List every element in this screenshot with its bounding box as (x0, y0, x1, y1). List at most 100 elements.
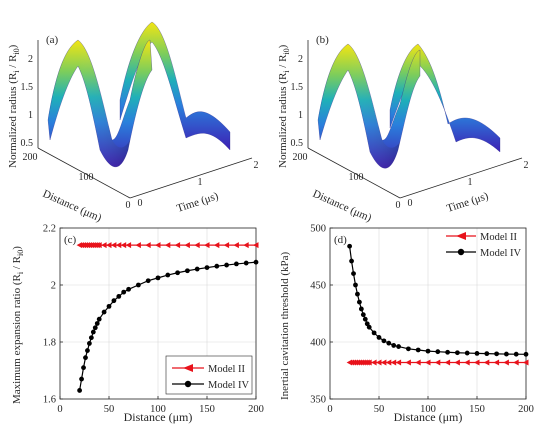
panel-c-point-model-ii (155, 242, 161, 249)
panel-c-ytick-label: 1.6 (43, 395, 56, 406)
panel-c: 0 50 100 150 200 1.6 1.8 2 2.2 (c) Distance (μm)… (11, 224, 264, 425)
panel-b-ztick: 0.5 (291, 138, 304, 149)
panel-a-zlabel: Normalized radius (Ri / Ri0) (7, 44, 21, 168)
panel-c-point-model-iv (101, 309, 107, 315)
panel-d-point-model-ii (395, 359, 402, 366)
panel-b: 0.5 1 1.5 2 200 100 0 0 1 2 Distance (μm… (277, 34, 529, 225)
panel-d: 0 50 100 150 200 350 400 450 500 (d) Distance (μ… (279, 224, 534, 425)
panel-a-xlabel: Time (μs) (175, 190, 220, 215)
panel-b-ztick: 1.5 (291, 82, 304, 93)
panel-c-point-model-iv (92, 325, 98, 331)
panel-c-point-model-iv (155, 275, 161, 281)
panel-c-point-model-ii (115, 242, 122, 249)
panel-b-ytick: 200 (293, 152, 308, 163)
panel-d-point-model-ii (376, 359, 382, 366)
panel-b-zlabel: Normalized radius (Ri / Ri0) (277, 44, 291, 168)
panel-c-ylabel: Maximum expansion ratio (Ri / Ri0) (11, 246, 25, 404)
panel-b-xtick: 0 (408, 198, 413, 209)
panel-c-ytick-label: 2.2 (43, 224, 56, 235)
panel-c-point-model-iv (145, 278, 151, 284)
panel-d-point-model-iv (455, 350, 460, 356)
panel-d-ytick-label: 350 (310, 395, 326, 406)
panel-c-series (76, 242, 259, 393)
panel-c-point-model-ii (223, 242, 230, 249)
panel-d-legend-label-model-ii: Model II (480, 232, 518, 243)
panel-c-point-model-iv (175, 270, 181, 276)
panel-d-legend-label-model-iv: Model IV (480, 248, 522, 259)
panel-c-point-model-ii (120, 242, 127, 249)
panel-d-legend-marker-model-iv (457, 248, 465, 256)
panel-b-ytick: 0 (396, 200, 401, 211)
panel-c-point-model-ii (164, 242, 171, 249)
panel-d-point-model-ii (415, 359, 421, 366)
panel-c-label: (c) (64, 234, 77, 246)
panel-c-point-model-iv (253, 259, 259, 265)
panel-d-point-model-iv (347, 243, 352, 249)
panel-d-point-model-ii (371, 359, 377, 366)
panel-b-xlabel: Time (μs) (445, 190, 490, 215)
panel-c-legend-box (165, 355, 253, 395)
panel-d-ytick-label: 500 (310, 224, 326, 235)
panel-d-point-model-ii (454, 359, 460, 366)
panel-c-point-model-ii (174, 242, 181, 249)
panel-d-point-model-iv (425, 348, 431, 354)
panel-c-point-model-iv (83, 355, 88, 361)
panel-c-point-model-ii (106, 242, 112, 249)
panel-c-point-model-iv (214, 263, 220, 269)
panel-a-ztick: 1.5 (21, 82, 34, 93)
panel-c-ytick-label: 2 (51, 281, 56, 292)
panel-d-legend: Model II Model IV (446, 232, 522, 259)
panel-d-point-model-ii (390, 359, 397, 366)
panel-d-point-model-iv (504, 351, 509, 357)
panel-d-point-model-ii (483, 359, 490, 366)
panel-c-point-model-ii (194, 242, 200, 249)
panel-c-ticks: 0 50 100 150 200 1.6 1.8 2 2.2 (43, 224, 264, 416)
panel-d-point-model-iv (386, 340, 392, 346)
panel-c-point-model-iv (136, 282, 141, 288)
panel-d-point-model-ii (493, 359, 500, 366)
panel-c-xtick-label: 0 (57, 404, 62, 415)
panel-c-point-model-iv (224, 262, 230, 268)
panel-b-ztick: 1 (298, 110, 303, 121)
panel-c-point-model-iv (116, 294, 122, 299)
panel-d-line-model-iv (349, 246, 527, 355)
panel-d-point-model-iv (464, 350, 470, 356)
panel-d-point-model-iv (396, 344, 401, 349)
panel-b-axes (307, 40, 523, 199)
panel-a-xtick: 0 (138, 198, 143, 209)
panel-c-xtick-label: 100 (150, 404, 166, 415)
panel-a-ytick: 0 (126, 200, 131, 211)
panel-c-point-model-iv (88, 335, 94, 341)
panel-d-point-model-iv (376, 335, 382, 340)
panel-d-point-model-iv (415, 347, 421, 353)
panel-d-point-model-iv (358, 306, 364, 312)
panel-c-point-model-ii (101, 242, 107, 249)
panel-d-ylabel: Inertial cavitation threshold (kPa) (279, 252, 291, 400)
panel-b-label: (b) (316, 34, 329, 46)
panel-d-xtick-label: 0 (327, 404, 332, 415)
panel-b-surface-shade (348, 44, 400, 169)
panel-d-point-model-iv (445, 349, 450, 355)
panel-c-point-model-ii (213, 242, 220, 249)
panel-c-legend-label-model-iv: Model IV (208, 380, 250, 391)
panel-c-point-model-iv (79, 376, 84, 382)
panel-d-point-model-iv (355, 291, 360, 297)
panel-c-point-model-iv (243, 260, 249, 266)
panel-c-point-model-ii (253, 242, 259, 249)
panel-c-xtick-label: 150 (199, 404, 215, 415)
panel-c-legend-marker-model-iv (184, 380, 192, 388)
panel-d-point-model-ii (385, 359, 392, 366)
panel-d-point-model-iv (360, 312, 366, 318)
panel-d-point-model-ii (444, 359, 451, 366)
panel-d-series (346, 243, 529, 366)
panel-c-point-model-iv (77, 388, 82, 393)
panel-a-surface-back (119, 21, 231, 151)
panel-d-point-model-ii (434, 359, 441, 366)
panel-d-point-model-iv (523, 351, 529, 357)
panel-c-point-model-iv (85, 348, 90, 353)
panel-c-point-model-ii (233, 242, 239, 249)
panel-d-point-model-iv (362, 316, 368, 322)
panel-c-point-model-iv (94, 321, 100, 326)
panel-b-ztick: 2 (298, 54, 303, 65)
